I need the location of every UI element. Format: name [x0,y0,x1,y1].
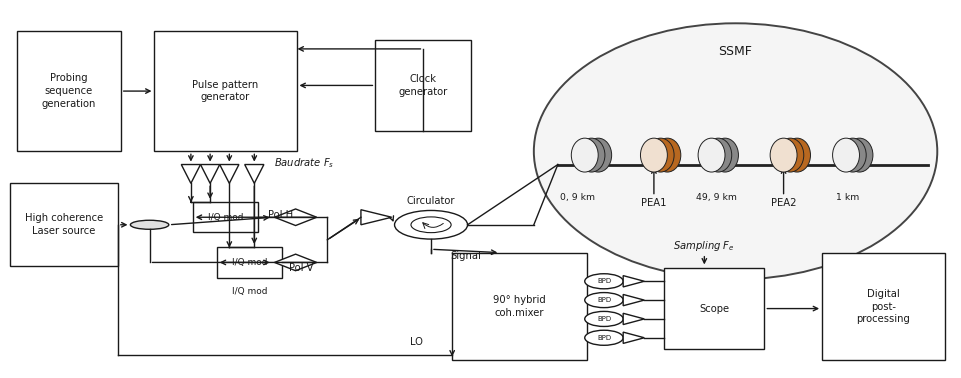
FancyBboxPatch shape [452,253,586,360]
Ellipse shape [831,138,858,172]
FancyBboxPatch shape [17,31,121,151]
Text: Pulse pattern
generator: Pulse pattern generator [192,80,259,102]
Ellipse shape [770,138,797,172]
Text: PEA1: PEA1 [640,198,666,208]
Ellipse shape [845,138,872,172]
Ellipse shape [783,138,810,172]
Circle shape [584,311,623,327]
Ellipse shape [838,138,865,172]
Polygon shape [274,209,316,226]
Text: Signal: Signal [450,251,480,260]
Circle shape [584,274,623,289]
FancyBboxPatch shape [216,247,282,277]
Ellipse shape [131,220,168,229]
Ellipse shape [711,138,738,172]
Text: 90° hybrid
coh.mixer: 90° hybrid coh.mixer [493,295,545,318]
Text: PEA2: PEA2 [770,198,796,208]
FancyBboxPatch shape [663,268,764,349]
Text: BPD: BPD [596,316,610,322]
Text: 1 km: 1 km [835,193,859,202]
Ellipse shape [584,138,611,172]
Text: I/Q mod: I/Q mod [208,213,243,222]
Text: Clock
generator: Clock generator [398,74,448,97]
Circle shape [394,211,467,239]
Text: Sampling $F_e$: Sampling $F_e$ [673,239,734,253]
Polygon shape [219,164,238,183]
Text: 0, 9 km: 0, 9 km [559,193,594,202]
FancyBboxPatch shape [375,40,471,131]
Text: BPD: BPD [596,335,610,341]
Ellipse shape [640,138,667,172]
Ellipse shape [647,138,674,172]
Polygon shape [623,332,644,343]
Polygon shape [181,164,200,183]
Polygon shape [623,294,644,306]
Ellipse shape [533,23,936,279]
Ellipse shape [698,138,725,172]
Polygon shape [623,276,644,287]
Text: Digital
post-
processing: Digital post- processing [855,289,909,324]
Text: Pol H: Pol H [267,211,292,220]
Text: BPD: BPD [596,278,610,284]
Text: Pol V: Pol V [288,263,313,273]
Ellipse shape [571,138,598,172]
Circle shape [410,217,451,232]
Text: I/Q mod: I/Q mod [232,287,267,296]
Polygon shape [274,254,316,271]
FancyBboxPatch shape [821,253,944,360]
FancyBboxPatch shape [11,183,118,266]
Circle shape [584,330,623,345]
Ellipse shape [776,138,803,172]
FancyBboxPatch shape [192,202,258,232]
Ellipse shape [704,138,731,172]
Polygon shape [244,164,263,183]
Text: High coherence
Laser source: High coherence Laser source [25,213,103,236]
Text: SSMF: SSMF [718,45,752,58]
Text: LO: LO [410,336,423,347]
Text: 49, 9 km: 49, 9 km [695,193,736,202]
FancyBboxPatch shape [154,31,296,151]
Text: Probing
sequence
generation: Probing sequence generation [41,73,96,109]
Circle shape [584,293,623,308]
Ellipse shape [578,138,604,172]
Text: Baudrate $F_s$: Baudrate $F_s$ [274,156,334,170]
Text: Scope: Scope [698,304,728,314]
Polygon shape [200,164,219,183]
Text: I/Q mod: I/Q mod [232,258,267,267]
Text: BPD: BPD [596,297,610,303]
Polygon shape [360,210,391,225]
Text: Circulator: Circulator [407,196,455,206]
Polygon shape [623,313,644,325]
Ellipse shape [653,138,680,172]
